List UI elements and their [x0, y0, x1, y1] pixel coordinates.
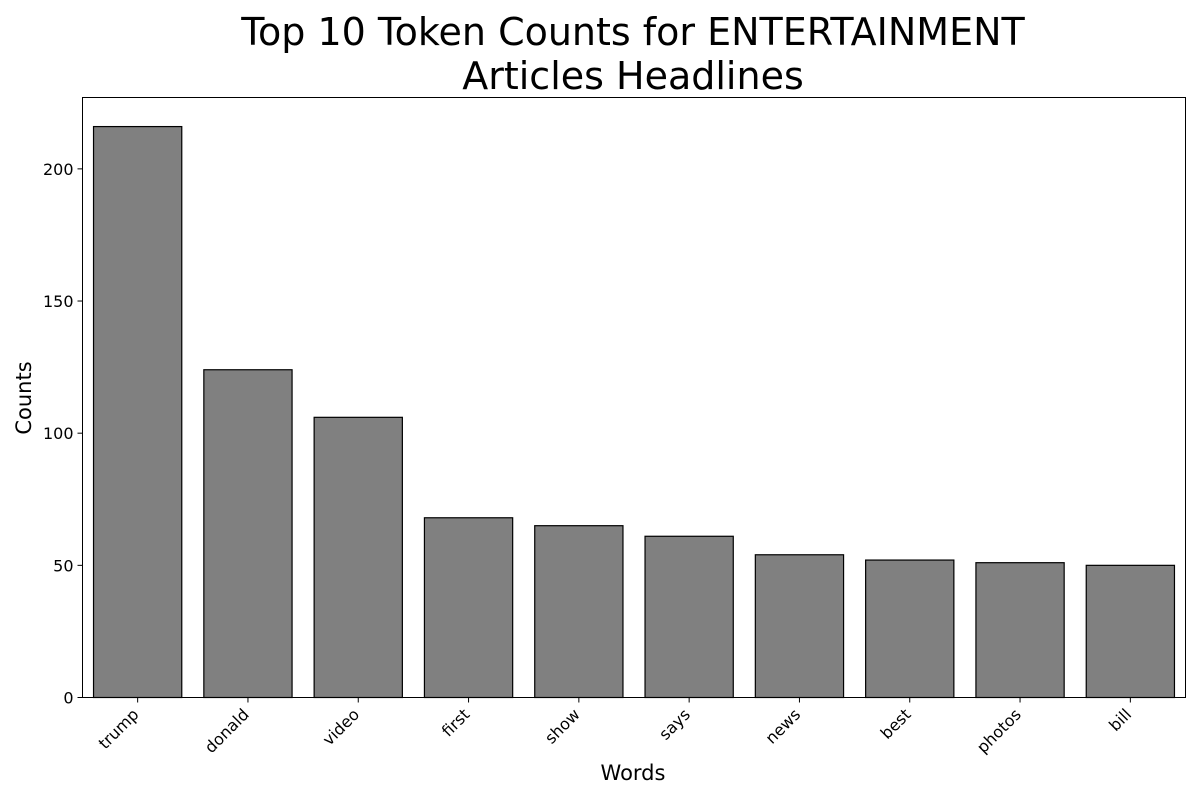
chart-title-line-1: Top 10 Token Counts for ENTERTAINMENT	[240, 10, 1025, 54]
bar-news	[754, 554, 845, 699]
x-tick-label-trump: trump	[95, 705, 143, 753]
bar-bill	[1085, 564, 1176, 699]
bar-first	[423, 517, 514, 699]
y-axis-label: Counts	[12, 361, 36, 434]
bar-donald	[203, 369, 293, 699]
x-tick-label-first: first	[438, 705, 474, 741]
plot-area-frame	[82, 97, 1186, 698]
x-tick-label-photos: photos	[973, 705, 1025, 757]
bars	[92, 125, 1176, 699]
x-tick-label-news: news	[762, 705, 805, 748]
bar-show	[534, 525, 624, 699]
y-axis-ticks: 0 50 100 150 200	[43, 160, 83, 708]
x-tick-label-video: video	[319, 705, 363, 749]
bar-video	[313, 416, 403, 699]
x-tick-label-show: show	[541, 705, 584, 748]
bar-trump	[92, 125, 183, 699]
y-tick-label-100: 100	[43, 424, 74, 443]
x-axis-ticks: trump donald video first show says news best pho…	[95, 697, 1135, 757]
x-tick-label-donald: donald	[201, 705, 253, 757]
chart-title-line-2: Articles Headlines	[462, 54, 804, 98]
bar-says	[644, 535, 734, 699]
bar-best	[865, 559, 955, 699]
x-tick-label-bill: bill	[1105, 705, 1135, 735]
y-tick-label-150: 150	[43, 292, 74, 311]
x-tick-label-best: best	[877, 705, 915, 743]
bar-photos	[975, 562, 1065, 699]
y-tick-label-50: 50	[53, 556, 73, 575]
y-tick-label-200: 200	[43, 160, 74, 179]
x-axis-label: Words	[601, 761, 666, 785]
y-tick-label-0: 0	[63, 689, 73, 708]
x-tick-label-says: says	[655, 705, 694, 744]
